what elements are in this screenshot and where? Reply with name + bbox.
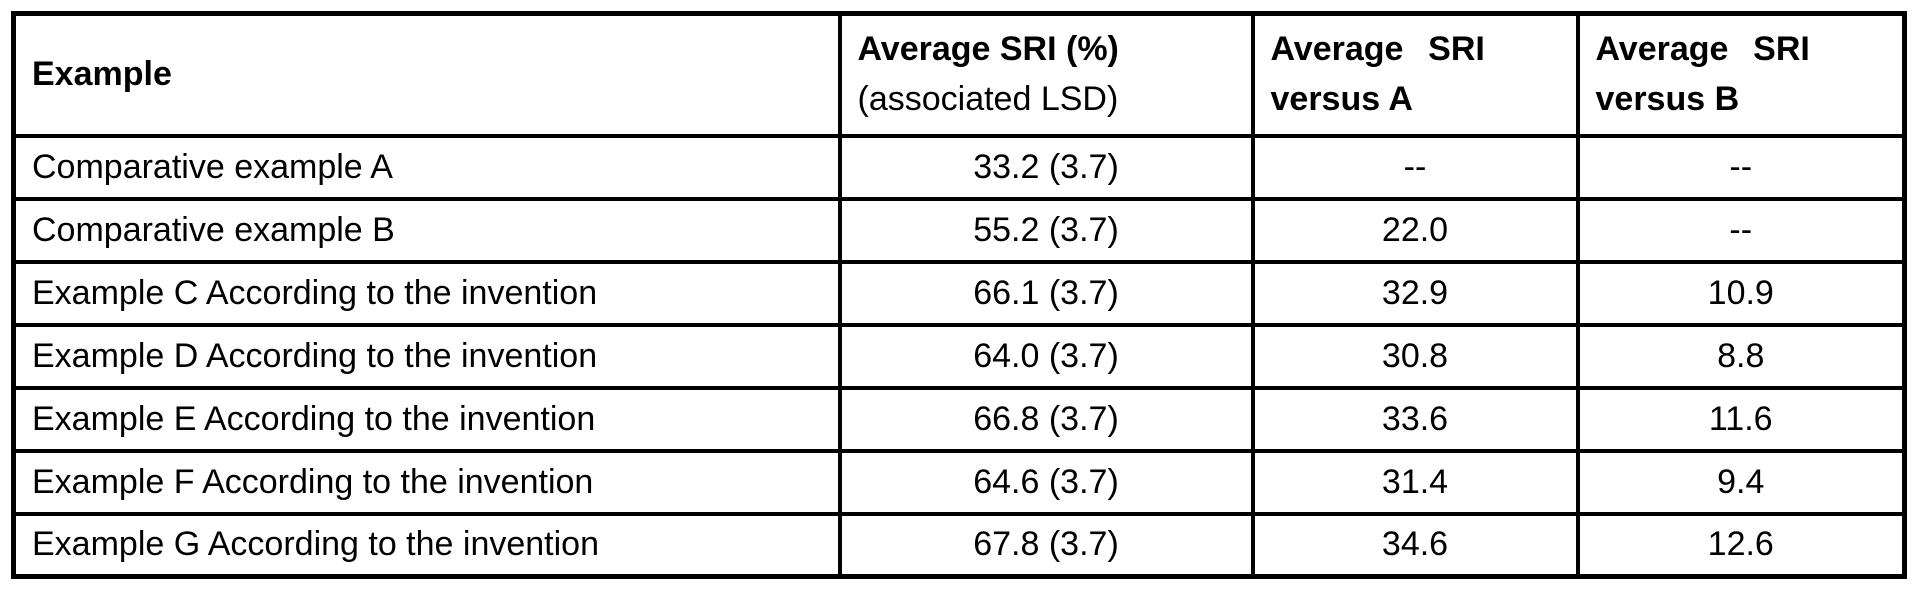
table-body: Comparative example A 33.2 (3.7) -- -- Compa…	[11, 133, 1907, 579]
cell-sri-versus-a: 22.0	[1250, 196, 1580, 264]
header-label-versus-b-line1: Average SRI	[1595, 30, 1810, 69]
cell-average-sri: 64.0 (3.7)	[837, 322, 1255, 390]
cell-average-sri: 66.1 (3.7)	[837, 259, 1255, 327]
cell-sri-versus-b: 11.6	[1575, 385, 1907, 453]
table-row: Comparative example B 55.2 (3.7) 22.0 --	[11, 196, 1907, 264]
cell-example: Example D According to the invention	[11, 322, 842, 390]
cell-sri-versus-a: 33.6	[1250, 385, 1580, 453]
header-label-versus-a-line2: versus A	[1270, 79, 1413, 118]
cell-example: Example C According to the invention	[11, 259, 842, 327]
header-label-average-sri-line1: Average SRI (%)	[857, 30, 1119, 69]
header-label-versus-b-line2: versus B	[1595, 79, 1740, 118]
table-row: Example D According to the invention 64.0…	[11, 322, 1907, 390]
cell-example: Comparative example B	[11, 196, 842, 264]
sri-results-table: Example Average SRI (%) (associated LSD)…	[11, 11, 1907, 579]
table-row: Example G According to the invention 67.8…	[11, 511, 1907, 579]
cell-average-sri: 66.8 (3.7)	[837, 385, 1255, 453]
cell-sri-versus-a: --	[1250, 133, 1580, 201]
cell-sri-versus-b: 10.9	[1575, 259, 1907, 327]
table-row: Comparative example A 33.2 (3.7) -- --	[11, 133, 1907, 201]
cell-sri-versus-a: 31.4	[1250, 448, 1580, 516]
header-label-versus-a-line1: Average SRI	[1270, 30, 1485, 69]
table-row: Example E According to the invention 66.8…	[11, 385, 1907, 453]
cell-sri-versus-a: 32.9	[1250, 259, 1580, 327]
header-label-average-sri-line2: (associated LSD)	[857, 79, 1119, 118]
column-header-sri-versus-a: Average SRI versus A	[1250, 11, 1580, 138]
cell-sri-versus-b: 9.4	[1575, 448, 1907, 516]
cell-sri-versus-b: --	[1575, 196, 1907, 264]
column-header-average-sri: Average SRI (%) (associated LSD)	[837, 11, 1255, 138]
cell-sri-versus-b: --	[1575, 133, 1907, 201]
header-row: Example Average SRI (%) (associated LSD)…	[11, 11, 1907, 138]
cell-average-sri: 67.8 (3.7)	[837, 511, 1255, 579]
header-label-example: Example	[32, 55, 172, 94]
cell-average-sri: 64.6 (3.7)	[837, 448, 1255, 516]
cell-average-sri: 33.2 (3.7)	[837, 133, 1255, 201]
column-header-sri-versus-b: Average SRI versus B	[1575, 11, 1907, 138]
table-row: Example F According to the invention 64.6…	[11, 448, 1907, 516]
cell-example: Example G According to the invention	[11, 511, 842, 579]
cell-sri-versus-b: 8.8	[1575, 322, 1907, 390]
cell-example: Example E According to the invention	[11, 385, 842, 453]
cell-example: Example F According to the invention	[11, 448, 842, 516]
table-row: Example C According to the invention 66.1…	[11, 259, 1907, 327]
cell-sri-versus-a: 30.8	[1250, 322, 1580, 390]
cell-average-sri: 55.2 (3.7)	[837, 196, 1255, 264]
column-header-example: Example	[11, 11, 842, 138]
cell-sri-versus-a: 34.6	[1250, 511, 1580, 579]
cell-sri-versus-b: 12.6	[1575, 511, 1907, 579]
cell-example: Comparative example A	[11, 133, 842, 201]
